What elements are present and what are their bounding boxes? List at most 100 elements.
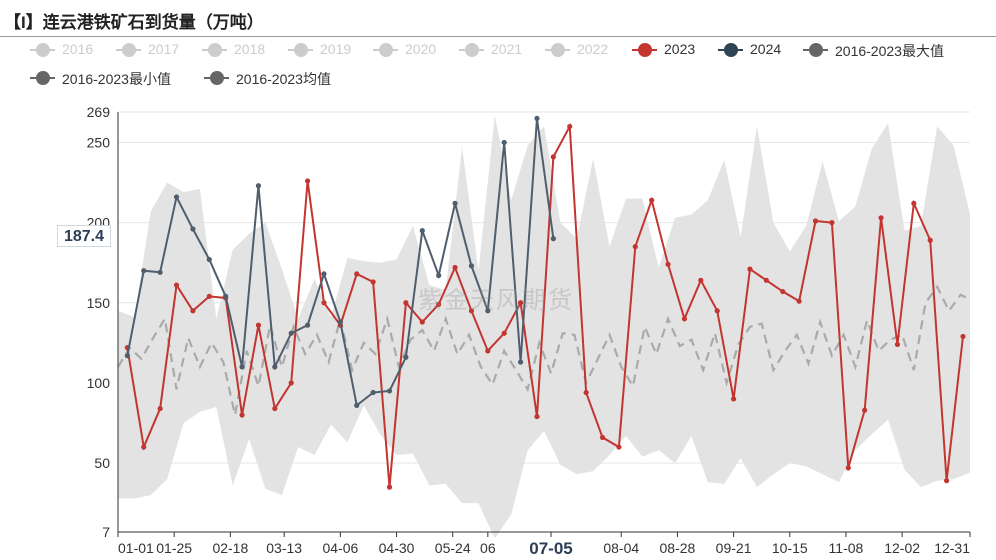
data-point-2024	[141, 268, 147, 274]
data-point-2023	[763, 277, 769, 283]
title-bar: 【I】连云港铁矿石到货量（万吨）	[0, 0, 996, 37]
data-point-2023	[616, 444, 622, 450]
legend-label: 2021	[491, 41, 523, 57]
legend-label: 2023	[664, 41, 696, 57]
data-point-2023	[501, 330, 507, 336]
data-point-2024	[190, 226, 196, 232]
data-point-2023	[927, 237, 933, 243]
data-point-2023	[190, 308, 196, 314]
y-tick-label: 100	[87, 375, 111, 391]
data-point-2023	[255, 322, 262, 328]
data-point-2024	[173, 194, 180, 200]
data-point-2023	[141, 444, 147, 450]
data-point-2023	[354, 271, 360, 277]
legend-label: 2016	[62, 41, 94, 57]
mean-line	[117, 284, 971, 416]
data-point-2024	[403, 354, 409, 360]
data-point-2023	[157, 405, 163, 412]
chart-title: 【I】连云港铁矿石到货量（万吨）	[4, 13, 264, 32]
data-point-2023	[517, 300, 524, 306]
data-point-2023	[239, 412, 245, 418]
data-point-2023	[583, 389, 589, 396]
y-cursor-badge: 187.4	[57, 225, 111, 247]
data-point-2023	[911, 200, 917, 206]
data-point-2023	[304, 178, 311, 184]
data-point-2023	[403, 300, 409, 306]
data-point-2024	[124, 353, 130, 359]
y-tick-label: 250	[87, 134, 111, 150]
x-tick-label: 09-21	[716, 540, 752, 556]
data-point-2023	[272, 405, 278, 412]
legend-label: 2016-2023最小值	[62, 71, 171, 87]
y-tick-label: 269	[87, 104, 111, 120]
x-tick-label: 12-31	[934, 540, 970, 556]
legend-dot-icon	[379, 43, 393, 57]
x-tick-label: 04-30	[379, 540, 415, 556]
data-point-2023	[370, 279, 376, 285]
data-point-2023	[812, 218, 819, 224]
legend-label: 2024	[750, 41, 782, 57]
x-tick-label: 08-04	[603, 540, 639, 556]
data-point-2024	[337, 319, 343, 325]
x-tick-label: 06	[480, 540, 496, 556]
legend-label: 2018	[234, 41, 266, 57]
data-point-2023	[632, 244, 638, 250]
data-point-2023	[878, 215, 884, 221]
data-point-2023	[796, 298, 802, 304]
data-point-2024	[370, 389, 376, 396]
legend-label: 2016-2023均值	[236, 71, 331, 87]
data-point-2023	[206, 293, 212, 299]
data-point-2024	[468, 263, 475, 269]
data-point-2024	[485, 308, 491, 314]
data-point-2024	[534, 115, 540, 122]
data-point-2023	[321, 300, 327, 306]
data-point-2023	[960, 333, 966, 340]
x-tick-label: 03-13	[266, 540, 302, 556]
max-min-band	[118, 115, 970, 539]
data-point-2024	[223, 293, 229, 299]
data-point-2024	[436, 272, 442, 279]
data-point-2023	[599, 434, 606, 441]
legend: 2016 2017 2018 2019 2020 2021 2022 2023 2024 2016…	[0, 40, 996, 90]
data-point-2023	[730, 396, 737, 402]
data-point-2023	[485, 348, 491, 354]
data-point-2023	[452, 264, 458, 271]
data-point-2023	[665, 261, 671, 267]
legend-dot-icon	[551, 43, 565, 57]
data-point-2024	[386, 388, 393, 394]
legend-label: 2017	[148, 41, 180, 57]
data-point-2024	[419, 228, 425, 234]
x-tick-label: 05-24	[435, 540, 471, 556]
data-point-2024	[304, 322, 311, 328]
data-point-2024	[550, 236, 556, 242]
legend-label: 2022	[577, 41, 609, 57]
data-point-2023	[386, 484, 393, 490]
x-tick-label: 07-05	[529, 539, 572, 558]
legend-label: 2019	[320, 41, 352, 57]
data-point-2023	[550, 154, 556, 160]
data-point-2023	[649, 197, 655, 203]
y-tick-label: 7	[102, 524, 110, 540]
x-tick-label: 12-02	[884, 540, 920, 556]
data-point-2024	[517, 359, 524, 365]
legend-dot-icon	[210, 71, 224, 85]
x-tick-label: 11-08	[829, 540, 864, 556]
data-point-2023	[862, 407, 868, 413]
data-point-2023	[567, 123, 573, 130]
data-point-2023	[436, 301, 442, 307]
legend-dot-icon	[36, 43, 50, 57]
data-point-2024	[239, 364, 245, 370]
y-tick-label: 150	[87, 295, 111, 311]
data-point-2024	[354, 402, 360, 408]
data-point-2023	[534, 413, 540, 420]
data-point-2023	[829, 220, 835, 226]
legend-dot-icon	[809, 43, 823, 57]
x-tick-label: 08-28	[660, 540, 696, 556]
legend-dot-icon	[638, 43, 652, 57]
data-point-2024	[206, 256, 212, 263]
data-point-2024	[288, 330, 294, 336]
x-tick-label: 01-25	[156, 540, 192, 556]
data-point-2024	[452, 200, 458, 206]
legend-dot-icon	[208, 43, 222, 57]
